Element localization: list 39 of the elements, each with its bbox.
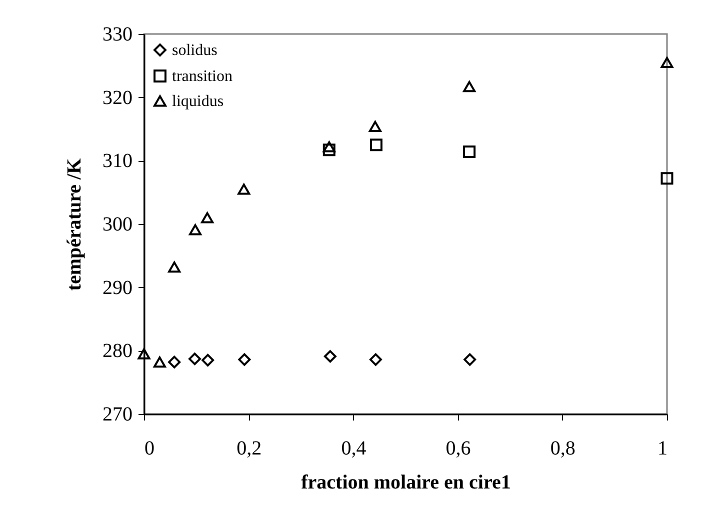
y-tick-label: 330 xyxy=(102,24,132,46)
point xyxy=(238,184,250,195)
point xyxy=(464,353,476,366)
point xyxy=(322,141,336,152)
point xyxy=(168,262,181,273)
x-tick-label: 1 xyxy=(658,438,668,460)
point xyxy=(238,353,251,366)
point xyxy=(168,356,181,368)
x-axis-title: fraction molaire en cire1 xyxy=(301,472,511,494)
x-tick-label: 0,4 xyxy=(341,438,366,460)
point xyxy=(138,348,150,360)
point xyxy=(660,172,674,185)
y-axis-title: température /K xyxy=(64,158,86,291)
y-tick-label: 290 xyxy=(102,276,132,299)
legend-label: solidus xyxy=(172,42,218,59)
point xyxy=(660,56,674,68)
point xyxy=(188,352,201,366)
y-tick-label: 310 xyxy=(102,150,132,172)
legend-label: liquidus xyxy=(172,93,224,110)
x-tick-label: 0,6 xyxy=(446,438,471,460)
point xyxy=(369,353,382,366)
point xyxy=(463,146,476,158)
point xyxy=(201,212,214,224)
point xyxy=(324,350,336,363)
legend-label: transition xyxy=(172,68,232,85)
x-tick-label: 0,2 xyxy=(236,438,262,460)
point xyxy=(368,120,382,132)
point xyxy=(463,81,476,92)
y-tick-label: 300 xyxy=(102,214,132,236)
y-tick-label: 320 xyxy=(102,86,132,109)
point xyxy=(153,356,166,368)
y-tick-label: 280 xyxy=(102,340,132,362)
y-tick-label: 270 xyxy=(102,404,132,426)
x-tick-label: 0 xyxy=(144,438,154,460)
point xyxy=(370,138,382,152)
point xyxy=(322,144,336,156)
point xyxy=(202,354,214,366)
x-tick-label: 0,8 xyxy=(550,438,576,460)
point xyxy=(189,224,202,236)
